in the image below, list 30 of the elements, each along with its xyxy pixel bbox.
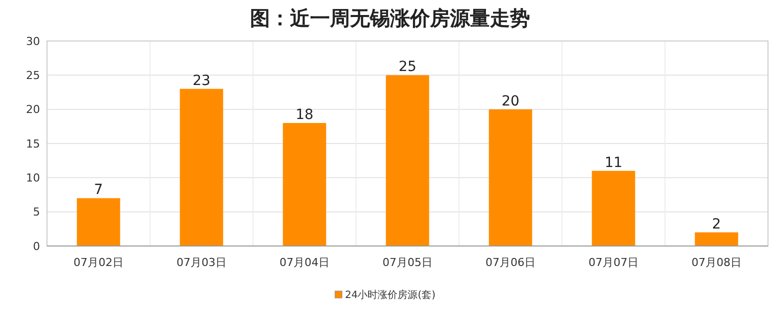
x-tick-label: 07月05日 [382, 256, 432, 269]
bar [694, 232, 738, 246]
data-label: 23 [192, 72, 210, 89]
data-label: 18 [296, 107, 314, 123]
data-label: 20 [502, 93, 520, 110]
bar [180, 88, 224, 246]
y-tick-label: 10 [26, 172, 40, 185]
bar [488, 109, 532, 246]
data-label: 25 [398, 59, 416, 76]
legend-label: 24小时涨价房源(套) [345, 289, 436, 301]
y-tick-label: 0 [33, 240, 40, 253]
x-tick-label: 07月08日 [692, 256, 742, 269]
x-tick-label: 07月02日 [74, 256, 124, 269]
x-tick-label: 07月04日 [280, 256, 330, 269]
bar [592, 170, 636, 246]
bar [76, 198, 120, 246]
data-label: 2 [712, 216, 721, 232]
bar [282, 123, 326, 246]
y-tick-label: 15 [26, 137, 40, 150]
y-tick-label: 25 [26, 69, 40, 82]
x-tick-label: 07月03日 [176, 256, 226, 269]
y-tick-label: 5 [33, 206, 40, 219]
data-label: 7 [94, 182, 103, 198]
data-label: 11 [604, 154, 622, 171]
chart-title: 图：近一周无锡涨价房源量走势 [250, 6, 530, 30]
x-tick-label: 07月06日 [486, 256, 536, 269]
bar [386, 75, 430, 246]
y-tick-label: 30 [26, 34, 40, 48]
x-tick-label: 07月07日 [588, 256, 638, 269]
y-tick-label: 20 [26, 103, 40, 116]
